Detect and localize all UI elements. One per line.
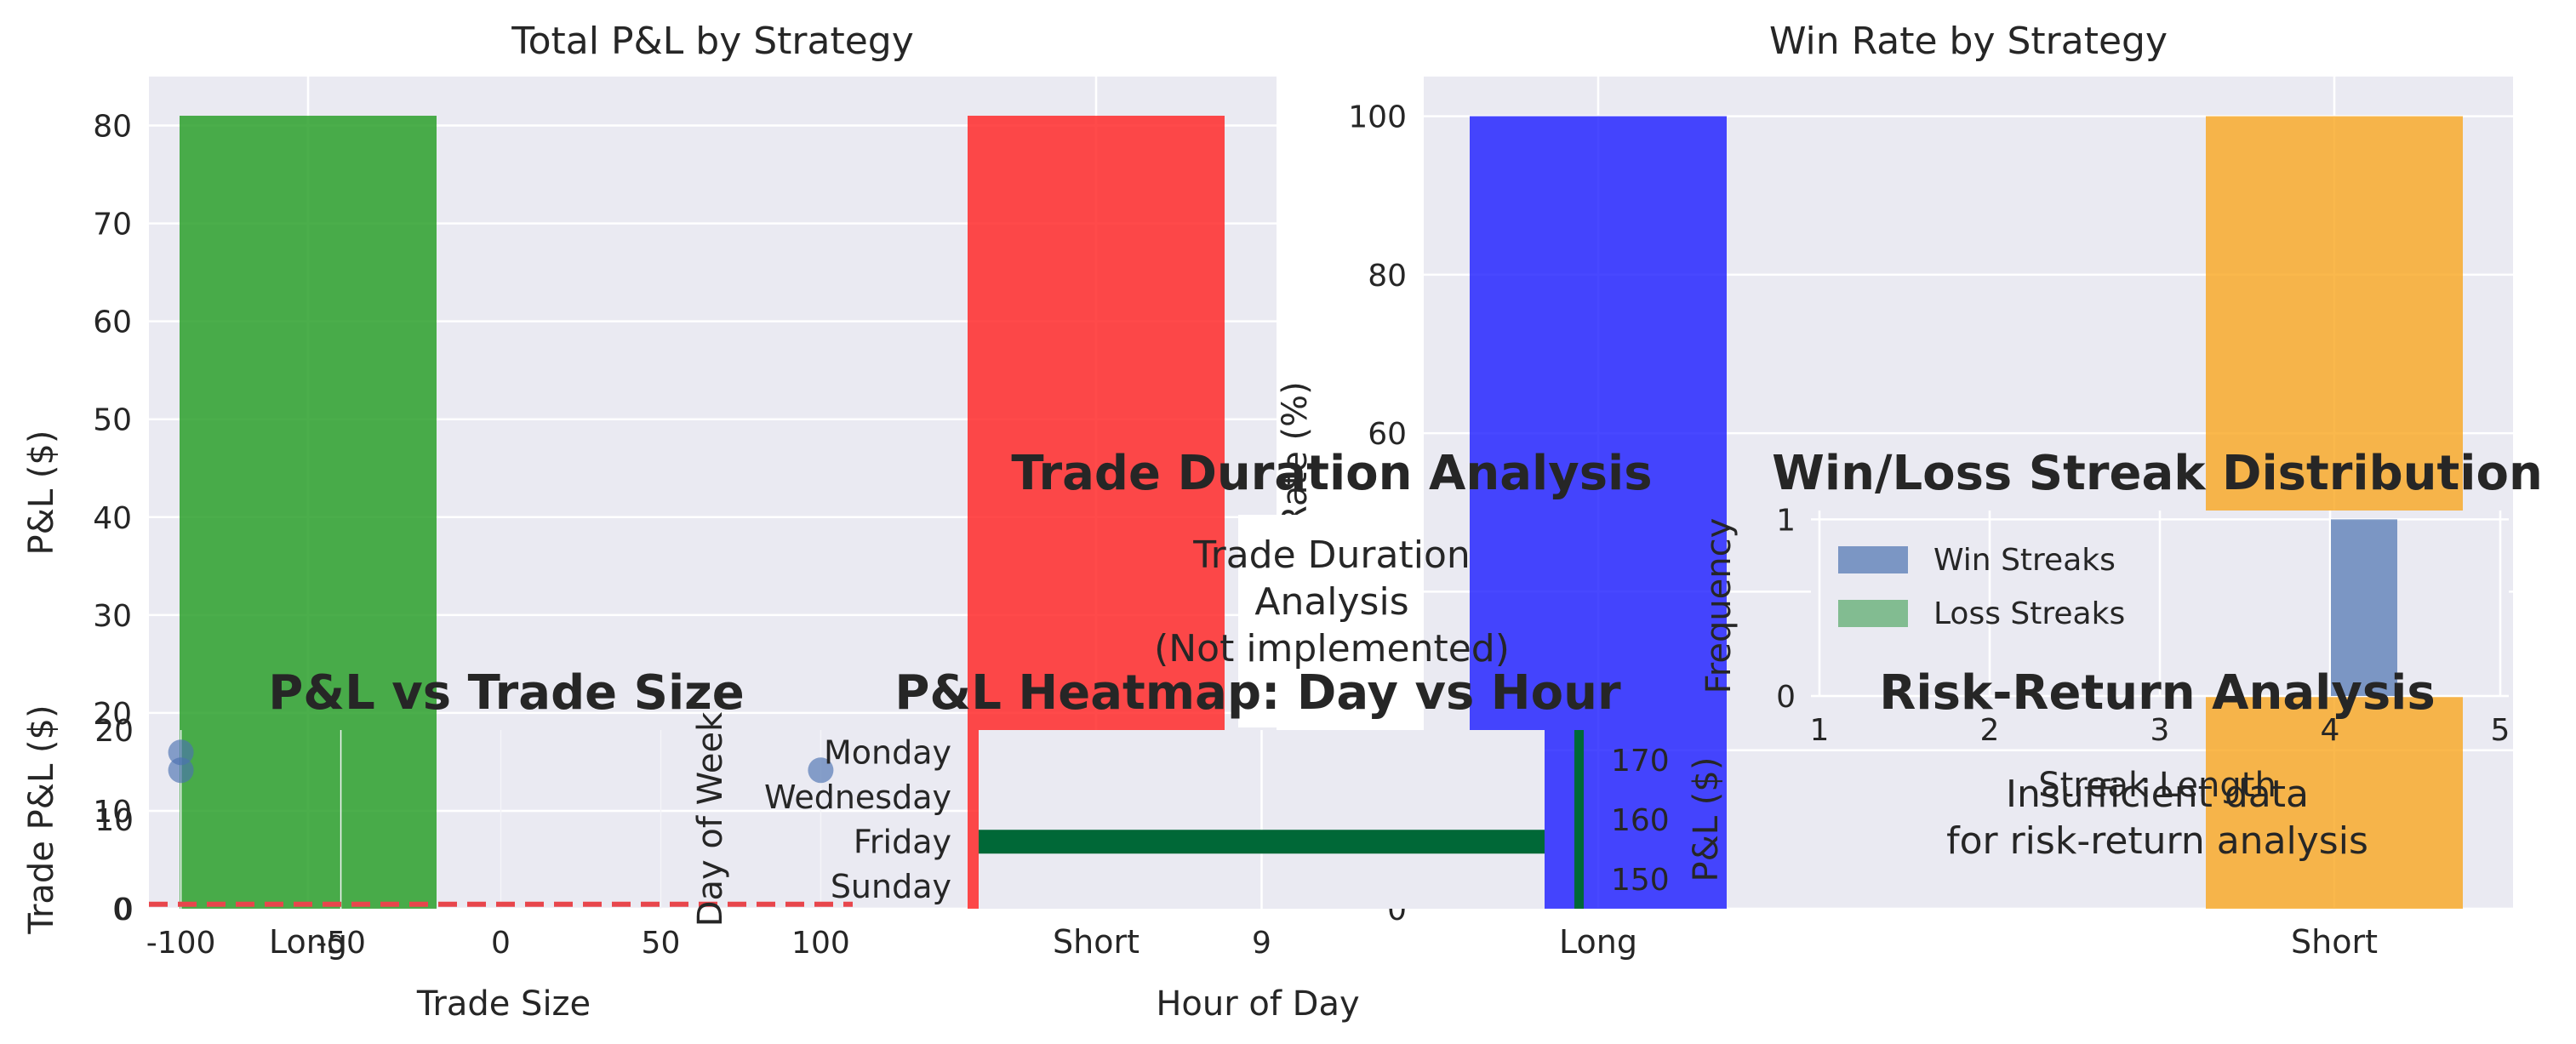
legend-swatch: [1838, 546, 1908, 573]
x-tick-label: Long: [1559, 923, 1637, 961]
scatter-point: [808, 757, 834, 784]
y-tick-label: 20: [93, 697, 132, 732]
colorbar-tick-label: 160: [1611, 803, 1670, 838]
x-tick-label: 3: [2150, 713, 2170, 748]
legend: Win Streaks Loss Streaks: [1838, 543, 2125, 631]
x-tick-label: Short: [1053, 923, 1139, 961]
chart-title: Risk-Return Analysis: [1879, 665, 2435, 721]
y-tick-label: 0: [114, 893, 134, 927]
scatter-point: [168, 739, 194, 766]
x-tick-label: 100: [791, 926, 850, 961]
x-tick-label: 2: [1980, 713, 2000, 748]
colorbar-tick-label: 170: [1611, 744, 1670, 779]
colorbar-tick-label: 150: [1611, 863, 1670, 898]
y-tick-label: 0: [1776, 680, 1796, 715]
placeholder-message-line: Analysis: [1254, 580, 1408, 624]
y-axis-label: P&L ($): [22, 431, 61, 556]
x-axis-label: Trade Size: [416, 984, 591, 1024]
chart-trade-duration: Trade Duration Analysis Trade DurationAna…: [1011, 446, 1653, 727]
y-tick-label: 80: [93, 110, 132, 145]
chart-pnl-vs-size: -100 -50 0 50 100 0 10 20 P&L vs Trade Size Trade…: [22, 665, 853, 1024]
y-tick-label: 70: [93, 208, 132, 242]
x-tick-label: Long: [269, 923, 347, 961]
colorbar-label: P&L ($): [1687, 757, 1726, 882]
placeholder-message-line: Insufficient data: [2006, 773, 2309, 816]
placeholder-message-line: for risk-return analysis: [1946, 819, 2368, 863]
y-tick-label: 40: [93, 501, 132, 536]
chart-title: Win/Loss Streak Distribution: [1772, 446, 2543, 501]
x-tick-label: 5: [2491, 713, 2510, 748]
x-tick-label: 9: [1252, 926, 1271, 961]
chart-title: Trade Duration Analysis: [1011, 446, 1652, 501]
x-tick-label: -100: [146, 926, 216, 961]
y-tick-label: 60: [1368, 417, 1407, 452]
y-tick-label: 10: [94, 803, 134, 838]
x-tick-label: 50: [642, 926, 681, 961]
chart-risk-return: Risk-Return Analysis Insufficient datafor…: [1879, 665, 2435, 863]
y-tick-label: Sunday: [831, 868, 951, 905]
x-tick-label: -50: [316, 926, 366, 961]
y-tick-label: Monday: [824, 733, 951, 771]
legend-label: Loss Streaks: [1933, 596, 2125, 631]
chart-pnl-by-strategy: 0 10 20 30 40 50 60 70 80 Long Short Total P&L by S…: [22, 20, 1277, 961]
chart-title: P&L vs Trade Size: [268, 665, 745, 721]
x-axis-label: Hour of Day: [1156, 984, 1359, 1024]
y-tick-label: 100: [1348, 100, 1407, 135]
placeholder-message-line: Trade Duration: [1192, 533, 1471, 577]
chart-pnl-heatmap: Monday Wednesday Friday Sunday 9 150 160 170 P&L…: [691, 665, 1726, 1024]
x-tick-label: 0: [491, 926, 511, 961]
legend-label: Win Streaks: [1933, 543, 2116, 578]
y-tick-label: 20: [94, 714, 134, 749]
y-tick-label: 0: [112, 893, 132, 927]
y-axis-label: Frequency: [1699, 518, 1739, 694]
x-axis-label: Streak Length: [2038, 766, 2276, 805]
x-tick-label: Short: [2291, 923, 2378, 961]
y-tick-label: 80: [1368, 259, 1407, 294]
y-tick-label: Friday: [854, 823, 951, 860]
panel-background: [1238, 515, 1424, 727]
bar-long: [180, 116, 437, 909]
scatter-point: [168, 757, 194, 784]
y-axis-label: Trade P&L ($): [22, 705, 61, 934]
chart-title: Win Rate by Strategy: [1769, 20, 2168, 63]
chart-title: P&L Heatmap: Day vs Hour: [894, 665, 1621, 721]
y-tick-label: 1: [1776, 503, 1796, 538]
heatmap-cell: [979, 830, 1545, 854]
chart-title: Total P&L by Strategy: [511, 20, 914, 63]
placeholder-message-line: (Not implemented): [1154, 627, 1510, 670]
y-tick-label: 60: [93, 305, 132, 340]
y-tick-label: 10: [93, 795, 132, 830]
y-tick-label: Wednesday: [764, 779, 951, 816]
y-tick-label: 50: [93, 403, 132, 438]
x-tick-label: 1: [1810, 713, 1830, 748]
y-tick-label: 30: [93, 599, 132, 634]
x-tick-label: 4: [2321, 713, 2340, 748]
y-axis-label: Day of Week: [691, 711, 730, 927]
bar-win-streaks: [2331, 519, 2397, 696]
colorbar: [1574, 730, 1584, 909]
legend-swatch: [1838, 600, 1908, 627]
